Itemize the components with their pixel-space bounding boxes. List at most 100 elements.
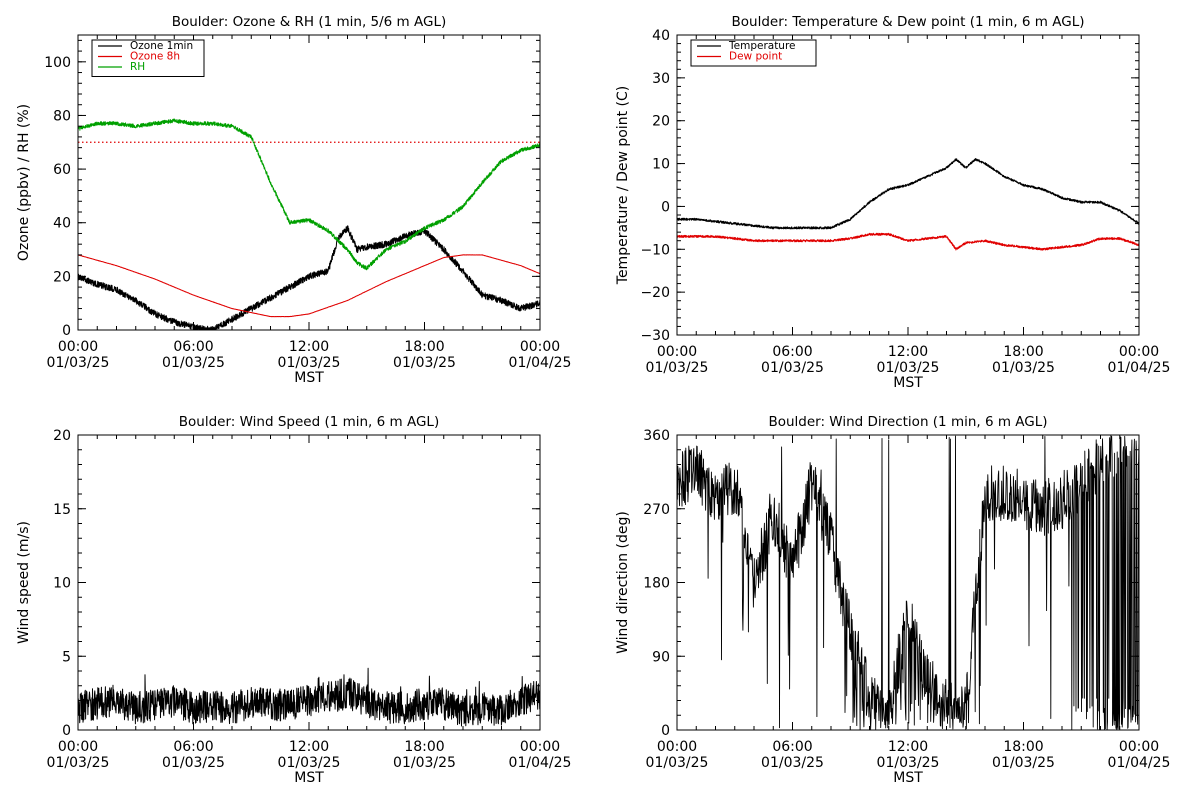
series-group [677, 158, 1139, 251]
y-tick-label: 0 [661, 199, 670, 215]
x-tick-time-label: 06:00 [173, 739, 213, 755]
chart-title: Boulder: Wind Direction (1 min, 6 m AGL) [768, 414, 1047, 430]
y-tick-label: 10 [652, 157, 670, 173]
y-tick-label: 20 [652, 114, 670, 130]
series-group [78, 667, 540, 727]
x-tick-time-label: 18:00 [1003, 344, 1043, 360]
x-tick-date-label: 01/03/25 [877, 360, 940, 376]
x-tick-time-label: 12:00 [888, 739, 928, 755]
x-tick-time-label: 00:00 [1119, 344, 1159, 360]
x-tick-date-label: 01/03/25 [992, 755, 1055, 771]
series-group [677, 435, 1139, 730]
legend-entry: RH [130, 61, 145, 73]
x-axis-label: MST [294, 370, 324, 386]
chart-panel-4: Boulder: Wind Direction (1 min, 6 m AGL)… [615, 414, 1170, 786]
series-group [78, 118, 540, 330]
x-tick-date-label: 01/03/25 [761, 360, 824, 376]
x-tick-time-label: 06:00 [173, 339, 213, 355]
x-tick-date-label: 01/04/25 [1108, 755, 1171, 771]
y-tick-label: 15 [53, 502, 71, 518]
y-tick-label: −10 [640, 242, 670, 258]
series-line [78, 118, 540, 271]
x-tick-date-label: 01/03/25 [278, 355, 341, 371]
x-tick-date-label: 01/03/25 [47, 755, 110, 771]
x-tick-date-label: 01/03/25 [393, 355, 456, 371]
y-tick-label: 20 [53, 269, 71, 285]
x-tick-time-label: 00:00 [520, 339, 560, 355]
y-axis-label: Temperature / Dew point (C) [615, 86, 631, 285]
y-axis-label: Wind speed (m/s) [16, 521, 32, 644]
y-tick-label: 180 [643, 576, 670, 592]
x-tick-date-label: 01/03/25 [393, 755, 456, 771]
y-tick-label: 100 [44, 55, 71, 71]
legend-box [690, 39, 817, 67]
x-tick-date-label: 01/04/25 [509, 755, 572, 771]
chart-panel-2: Boulder: Temperature & Dew point (1 min,… [615, 14, 1170, 391]
y-tick-label: 90 [652, 649, 670, 665]
x-tick-time-label: 12:00 [289, 739, 329, 755]
x-tick-time-label: 12:00 [289, 339, 329, 355]
y-tick-label: 80 [53, 108, 71, 124]
x-tick-time-label: 06:00 [772, 739, 812, 755]
x-tick-date-label: 01/03/25 [162, 755, 225, 771]
y-tick-label: 20 [53, 428, 71, 444]
y-tick-label: 40 [652, 28, 670, 44]
plot-frame [676, 434, 1140, 731]
x-tick-time-label: 00:00 [657, 739, 697, 755]
x-tick-time-label: 18:00 [404, 739, 444, 755]
chart-title: Boulder: Temperature & Dew point (1 min,… [732, 14, 1085, 30]
plot-frame [77, 434, 541, 731]
x-tick-date-label: 01/03/25 [47, 355, 110, 371]
x-tick-date-label: 01/03/25 [278, 755, 341, 771]
x-tick-time-label: 00:00 [58, 339, 98, 355]
legend-entry: Temperature [728, 40, 796, 52]
plot-frame [77, 34, 541, 331]
chart-title: Boulder: Ozone & RH (1 min, 5/6 m AGL) [172, 14, 447, 30]
y-tick-label: 5 [62, 649, 71, 665]
legend-entry: Ozone 8h [130, 51, 180, 63]
series-line [677, 435, 1139, 730]
x-tick-date-label: 01/03/25 [646, 755, 709, 771]
x-tick-time-label: 00:00 [58, 739, 98, 755]
y-axis-label: Wind direction (deg) [615, 511, 631, 654]
y-tick-label: −30 [640, 328, 670, 344]
x-axis-label: MST [893, 770, 923, 786]
series-line [78, 254, 540, 318]
x-tick-time-label: 06:00 [772, 344, 812, 360]
y-tick-label: −20 [640, 285, 670, 301]
x-tick-date-label: 01/03/25 [646, 360, 709, 376]
legend-entry: Ozone 1min [130, 40, 193, 52]
y-tick-label: 360 [643, 428, 670, 444]
x-axis-label: MST [294, 770, 324, 786]
x-tick-date-label: 01/03/25 [992, 360, 1055, 376]
y-tick-label: 10 [53, 576, 71, 592]
x-tick-time-label: 00:00 [520, 739, 560, 755]
series-line [677, 232, 1139, 251]
x-tick-time-label: 18:00 [1003, 739, 1043, 755]
x-tick-date-label: 01/04/25 [1108, 360, 1171, 376]
y-tick-label: 40 [53, 216, 71, 232]
chart-title: Boulder: Wind Speed (1 min, 6 m AGL) [179, 414, 439, 430]
x-tick-date-label: 01/03/25 [761, 755, 824, 771]
y-tick-label: 0 [661, 723, 670, 739]
legend-entry: Dew point [729, 51, 782, 63]
y-tick-label: 0 [62, 723, 71, 739]
x-tick-date-label: 01/03/25 [877, 755, 940, 771]
series-line [78, 225, 540, 330]
y-tick-label: 0 [62, 323, 71, 339]
x-tick-time-label: 00:00 [657, 344, 697, 360]
series-line [78, 667, 540, 727]
x-tick-time-label: 12:00 [888, 344, 928, 360]
x-tick-date-label: 01/03/25 [162, 355, 225, 371]
y-tick-label: 270 [643, 502, 670, 518]
chart-panel-3: Boulder: Wind Speed (1 min, 6 m AGL) 0 5 10… [16, 414, 571, 786]
series-line [677, 158, 1139, 230]
y-axis-label: Ozone (ppbv) / RH (%) [16, 104, 32, 261]
x-tick-time-label: 00:00 [1119, 739, 1159, 755]
chart-panel-1: Boulder: Ozone & RH (1 min, 5/6 m AGL) 0 2… [16, 14, 571, 386]
x-tick-date-label: 01/04/25 [509, 355, 572, 371]
x-tick-time-label: 18:00 [404, 339, 444, 355]
